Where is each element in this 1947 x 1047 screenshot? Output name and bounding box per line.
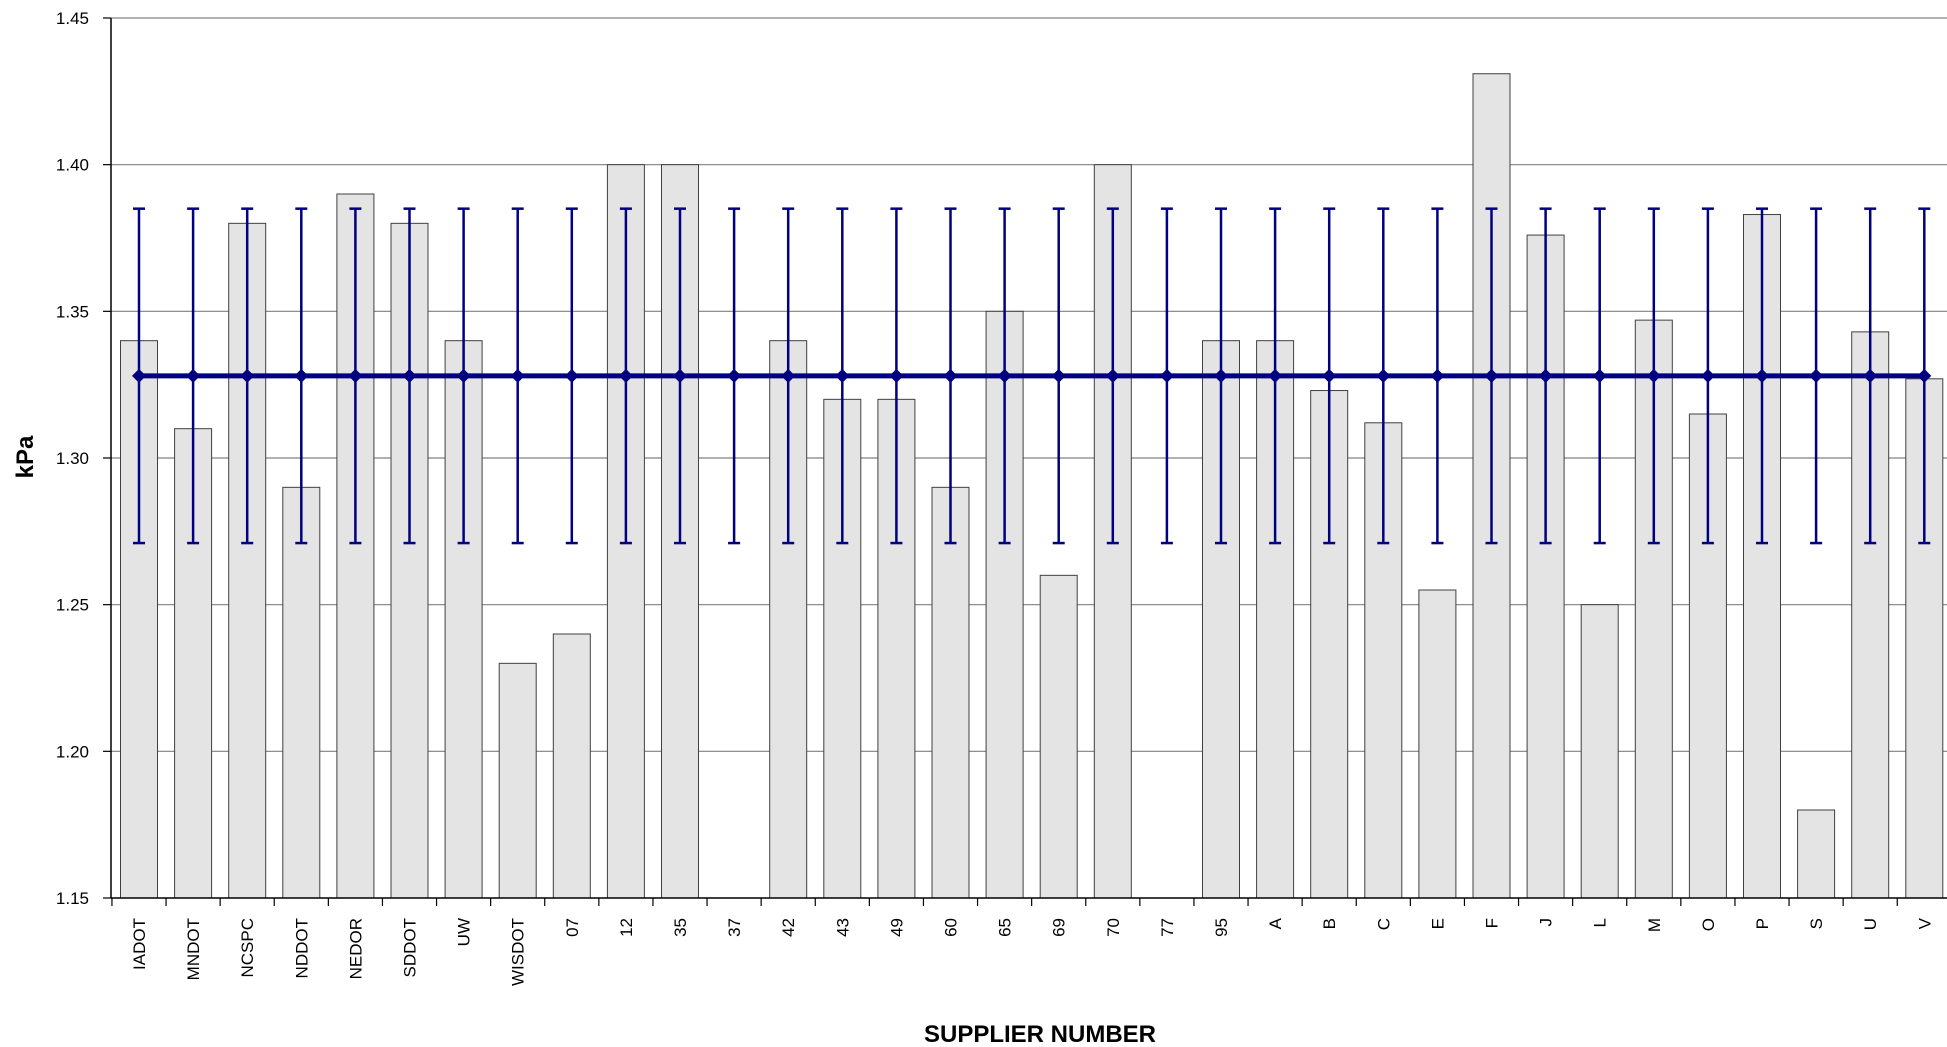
x-tick-label: 60 <box>942 918 961 937</box>
x-tick-label: 42 <box>779 918 798 937</box>
x-tick-label: A <box>1266 917 1285 929</box>
bar <box>1039 574 1078 899</box>
mean-point <box>1917 368 1932 383</box>
mean-point <box>673 368 687 383</box>
x-tick-label: 12 <box>617 918 636 937</box>
x-tick-label: NDDOT <box>292 918 311 978</box>
mean-point <box>1809 368 1824 383</box>
x-axis-title: SUPPLIER NUMBER <box>924 1021 1156 1047</box>
mean-point <box>1863 368 1878 383</box>
mean-point <box>1484 368 1499 383</box>
mean-point <box>1159 368 1174 383</box>
x-tick-label: O <box>1699 918 1718 931</box>
x-tick-label: E <box>1428 918 1447 929</box>
mean-point <box>943 368 958 383</box>
y-tick-label: 1.35 <box>56 302 89 321</box>
mean-point <box>348 368 363 383</box>
mean-point <box>1538 368 1553 383</box>
mean-point <box>240 368 255 383</box>
x-tick-label: UW <box>455 918 474 946</box>
mean-point <box>1105 368 1120 383</box>
bar <box>498 662 537 899</box>
y-tick-label: 1.20 <box>56 742 89 761</box>
x-tick-labels: IADOT MNDOT NCSPC NDDOT NEDOR SDDOT UW WISDOT 07… <box>130 917 1934 986</box>
x-tick-label: M <box>1645 918 1664 932</box>
mean-point <box>1430 368 1445 383</box>
mean-point <box>186 368 201 383</box>
x-tick-label: 65 <box>996 918 1015 937</box>
bar <box>282 486 321 899</box>
x-tick-label: NCSPC <box>238 918 257 978</box>
y-axis-title: kPa <box>12 435 39 478</box>
x-tick-label: 37 <box>725 918 744 937</box>
mean-point <box>781 368 796 383</box>
mean-point <box>889 368 904 383</box>
x-tick-label: U <box>1861 918 1880 930</box>
x-tick-label: F <box>1483 918 1502 928</box>
mean-point <box>1700 368 1715 383</box>
x-tick-label: S <box>1807 918 1826 929</box>
x-tick-label: IADOT <box>130 918 149 970</box>
mean-point <box>835 368 850 383</box>
x-tick-label: 69 <box>1050 918 1069 937</box>
mean-point <box>1592 368 1607 383</box>
bar <box>1418 589 1457 899</box>
mean-point <box>997 368 1012 383</box>
x-tick-label: MNDOT <box>184 918 203 980</box>
x-tick-label: WISDOT <box>509 918 528 986</box>
bar <box>931 486 970 899</box>
y-tick-label: 1.40 <box>56 156 89 175</box>
mean-point <box>618 368 633 383</box>
mean-point <box>1322 368 1337 383</box>
x-tick-label: 70 <box>1104 918 1123 937</box>
x-tick-label: P <box>1753 918 1772 929</box>
y-tick-label: 1.45 <box>56 9 89 28</box>
mean-point <box>1051 368 1066 383</box>
mean-point <box>132 368 146 383</box>
mean-point <box>1755 368 1769 383</box>
mean-point <box>1646 368 1661 383</box>
mean-point <box>1268 368 1283 383</box>
mean-line <box>132 368 1932 383</box>
y-tick-label: 1.25 <box>56 596 89 615</box>
x-tick-label: 43 <box>833 918 852 937</box>
bar <box>1580 604 1619 899</box>
x-tick-label: C <box>1374 918 1393 930</box>
x-tick-label: J <box>1537 918 1556 927</box>
mean-point <box>456 368 471 383</box>
mean-point <box>402 368 417 383</box>
x-tick-label: 95 <box>1212 918 1231 937</box>
mean-point <box>1214 368 1228 383</box>
x-tick-label: L <box>1591 918 1610 927</box>
x-tick-label: B <box>1320 918 1339 929</box>
bars <box>120 73 1944 899</box>
x-tick-label: 77 <box>1158 918 1177 937</box>
mean-point <box>564 368 579 383</box>
x-tick-label: 07 <box>563 918 582 937</box>
x-tick-label: V <box>1915 917 1934 929</box>
y-tick-label: 1.15 <box>56 889 89 908</box>
x-tick-label: NEDOR <box>346 918 365 979</box>
bar <box>1797 809 1836 899</box>
mean-point <box>1376 368 1391 383</box>
y-tick-label: 1.30 <box>56 449 89 468</box>
mean-point <box>294 368 309 383</box>
x-tick-label: SDDOT <box>401 918 420 978</box>
mean-point <box>510 368 525 383</box>
x-tick-label: 35 <box>671 918 690 937</box>
mean-point <box>727 368 742 383</box>
x-tick-label: 49 <box>887 918 906 937</box>
axes <box>103 17 1947 906</box>
bar <box>552 633 591 899</box>
y-tick-labels: 1.15 1.20 1.25 1.30 1.35 1.40 1.45 <box>56 9 89 908</box>
